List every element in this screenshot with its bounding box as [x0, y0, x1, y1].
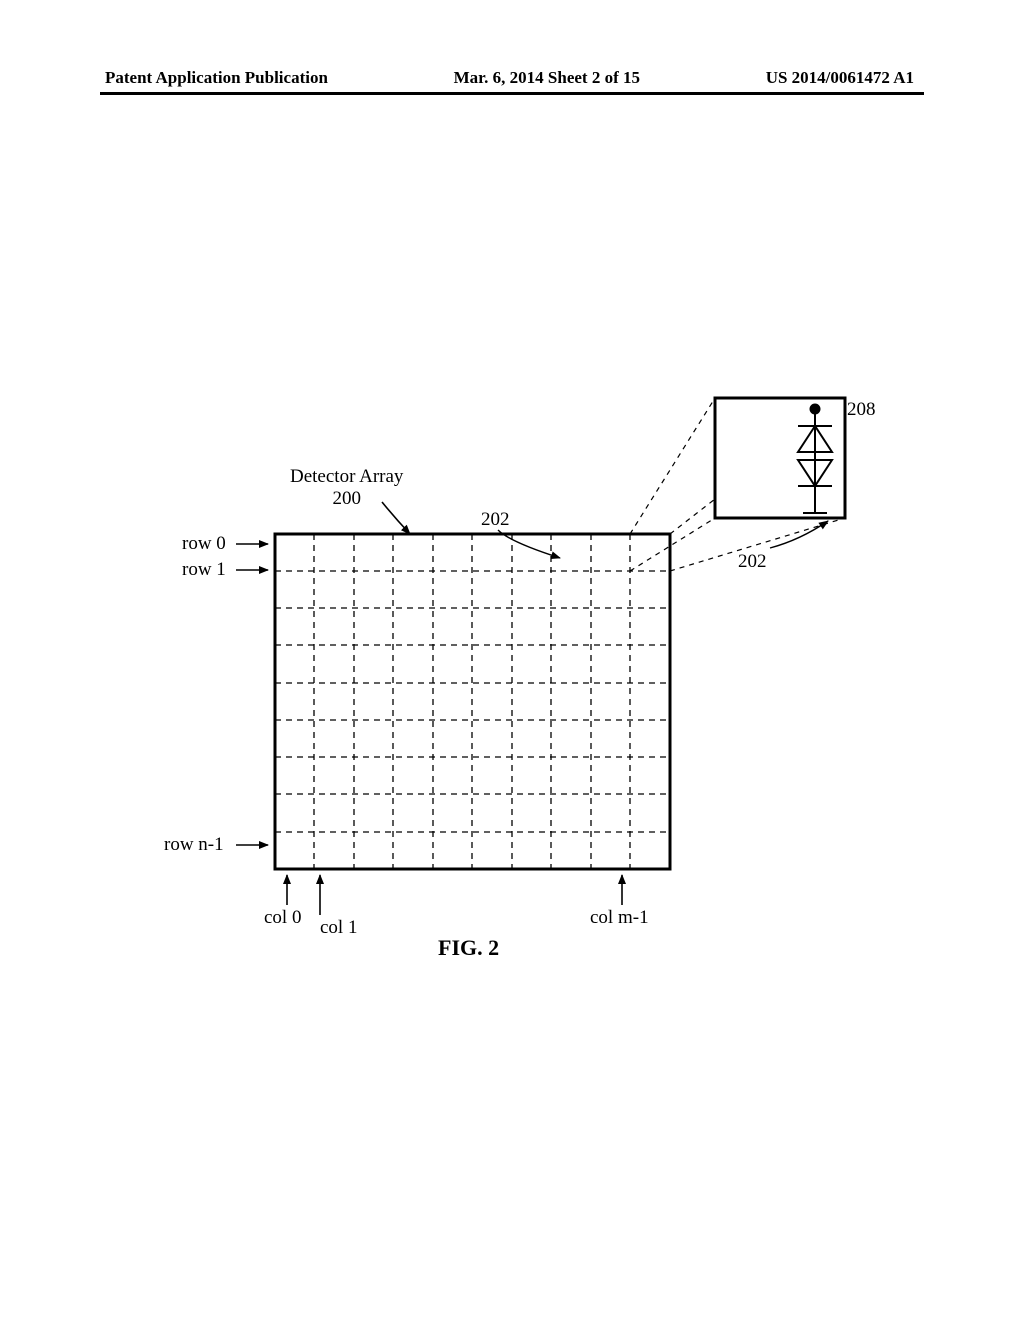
ref-202-callout-leader — [770, 521, 828, 548]
callout-box — [715, 398, 845, 518]
figure-svg — [0, 0, 1024, 1320]
grid-lines — [275, 534, 670, 869]
ref-200-leader — [382, 502, 410, 534]
figure-2: Detector Array 200 row 0 row 1 row n-1 c… — [0, 0, 1024, 1320]
